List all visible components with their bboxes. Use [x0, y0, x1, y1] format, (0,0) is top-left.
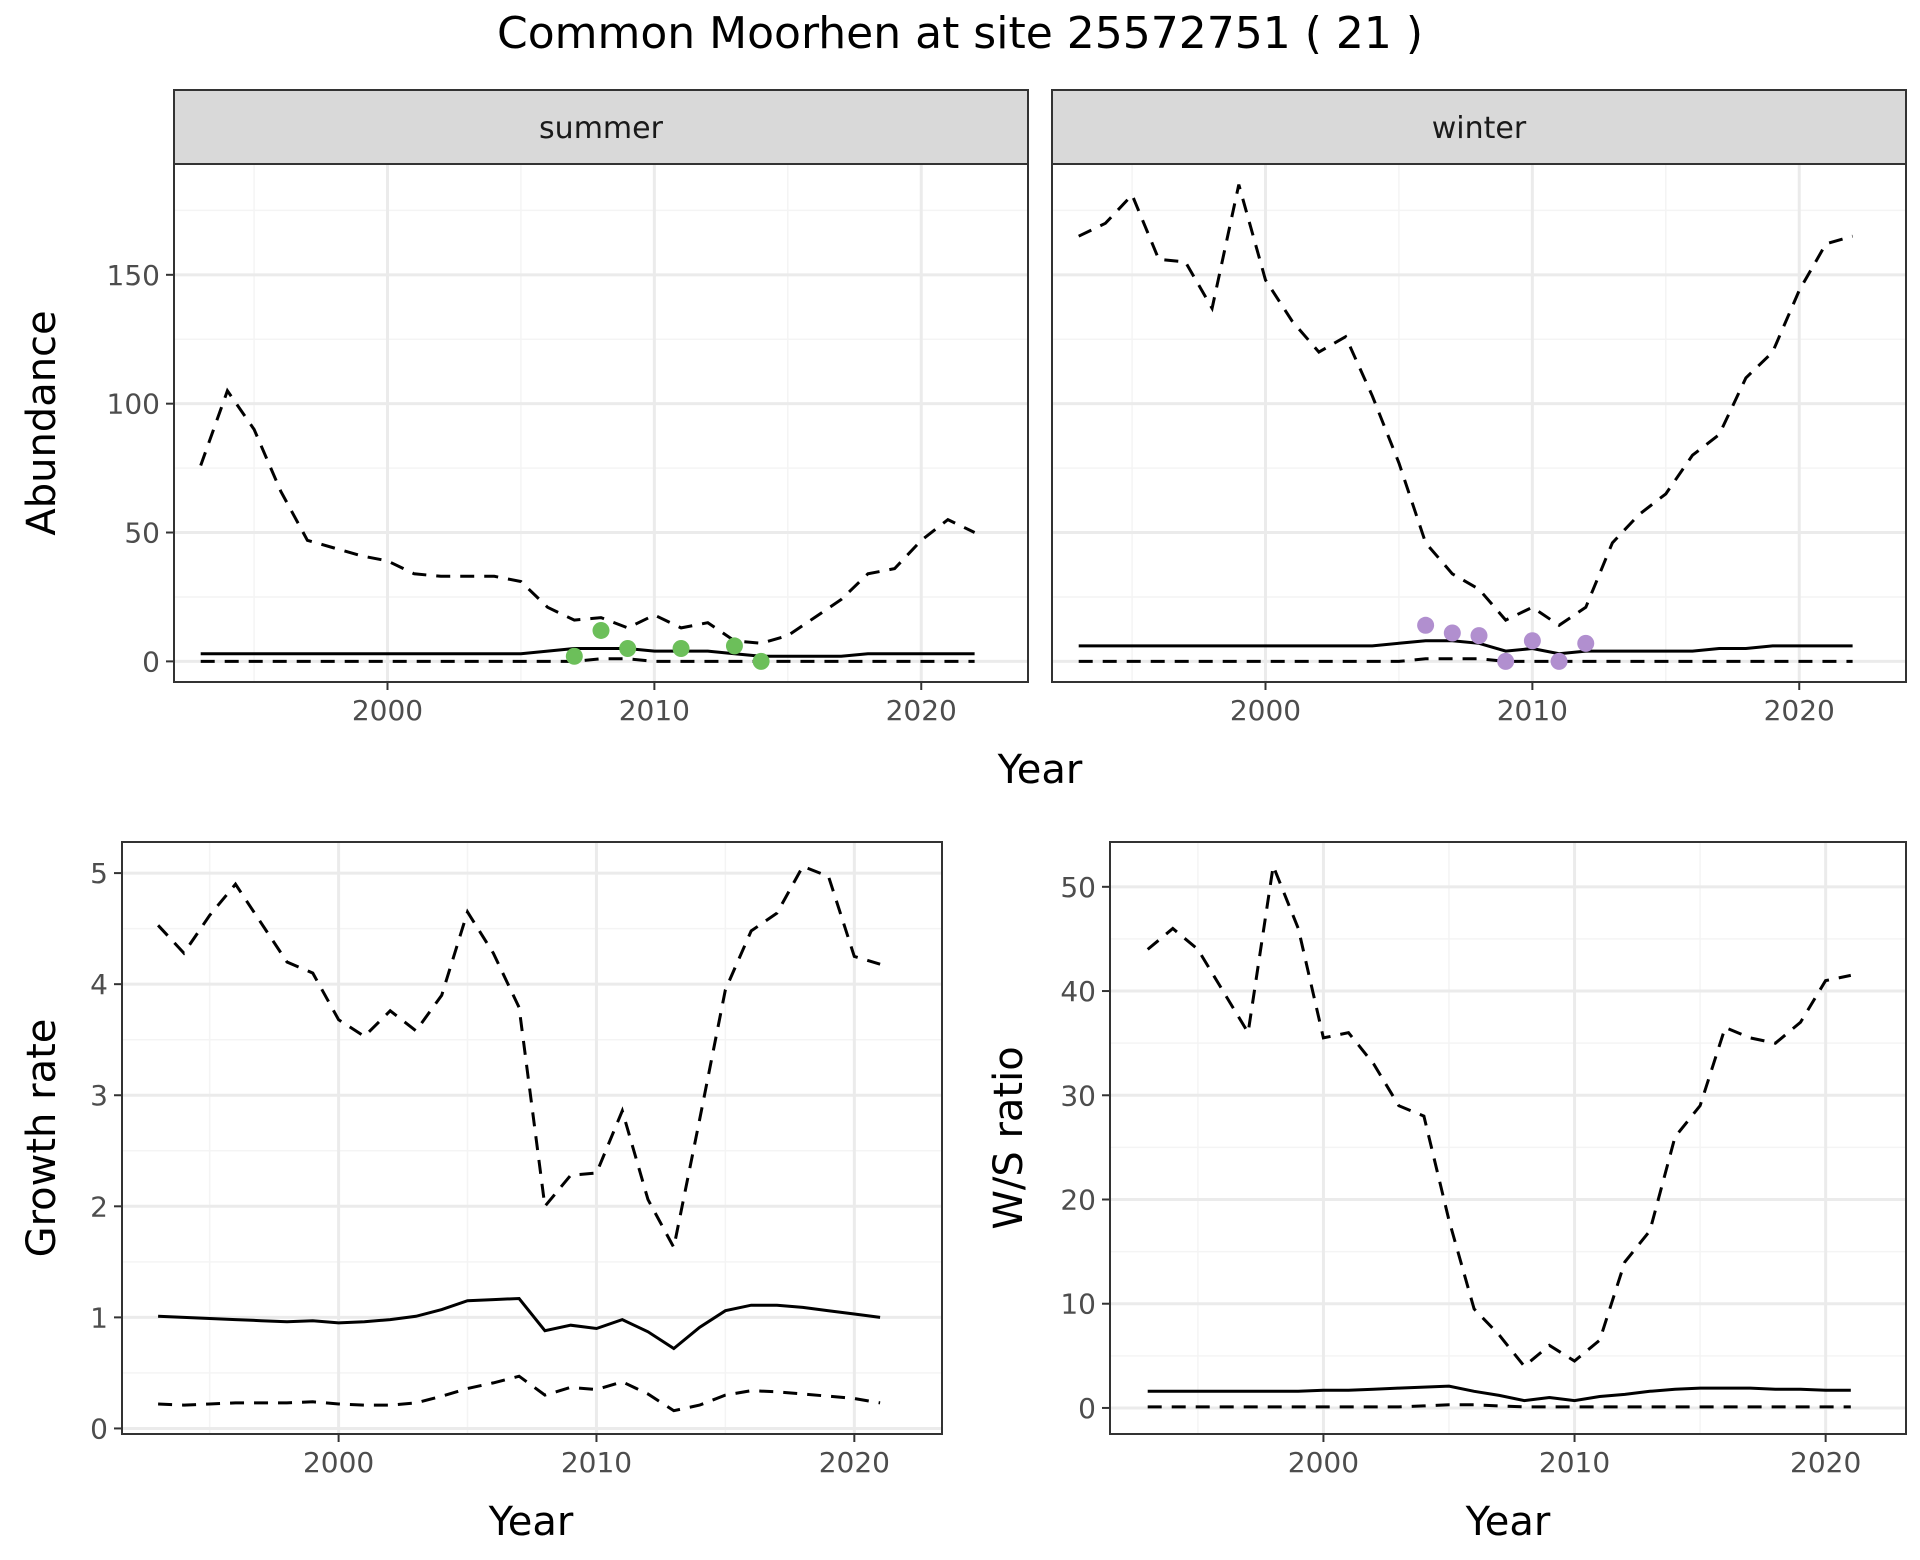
strip-label-winter: winter: [1432, 111, 1527, 146]
facet-strip-winter: winter: [1051, 89, 1907, 165]
y-tick-label: 4: [90, 968, 108, 1001]
x-tick-label: 2020: [1764, 694, 1835, 727]
x-tick-label: 2020: [819, 1446, 890, 1479]
series-line-lower: [1078, 657, 1853, 663]
observation-point: [752, 652, 770, 670]
x-tick-label: 2010: [561, 1446, 632, 1479]
series-line-estimate: [158, 1296, 881, 1351]
abundance-winter: 2000 2010 2020: [1051, 163, 1907, 727]
series-line-estimate: [1078, 639, 1853, 656]
series-group: [1146, 860, 1852, 1409]
y-tick-label: 1: [90, 1301, 108, 1334]
series-line-upper: [1078, 184, 1854, 628]
observation-point: [592, 621, 610, 639]
observation-point: [1417, 616, 1435, 634]
y-tick-label: 100: [107, 388, 160, 421]
series-line-upper: [157, 864, 881, 1252]
series-line-upper: [199, 387, 976, 645]
x-tick-label: 2000: [352, 694, 423, 727]
x-axis-title-abundance: Year: [997, 747, 1083, 793]
y-tick-label: 2: [90, 1190, 108, 1223]
facet-strip-summer: summer: [173, 89, 1029, 165]
strip-background: [173, 89, 1029, 165]
strip-label-summer: summer: [539, 111, 664, 146]
x-tick-label: 2010: [1539, 1446, 1610, 1479]
y-tick-label: 0: [90, 1412, 108, 1445]
series-line-upper: [1146, 860, 1852, 1369]
x-tick-label: 2000: [1288, 1446, 1359, 1479]
panel-border: [121, 841, 943, 1435]
series-group: [1078, 184, 1854, 670]
y-tick-label: 3: [90, 1079, 108, 1112]
x-axis-title-ratio: Year: [1465, 1499, 1551, 1545]
observation-point: [565, 647, 583, 665]
observation-point: [1577, 634, 1595, 652]
ws-ratio-panel: 2000 2010 2020 0 10 20 30 40 50: [1060, 841, 1907, 1479]
observation-point: [1523, 632, 1541, 650]
y-tick-label: 0: [142, 645, 160, 678]
observation-point: [725, 637, 743, 655]
series-group: [157, 864, 881, 1413]
y-tick-label: 50: [124, 517, 160, 550]
y-tick-label: 50: [1060, 871, 1096, 904]
observation-point: [1497, 652, 1515, 670]
series-group: [199, 387, 976, 670]
panel-border: [1051, 163, 1907, 683]
y-axis-title-growth: Growth rate: [19, 1019, 65, 1258]
series-line-lower: [200, 657, 975, 663]
y-axis-title-abundance: Abundance: [19, 310, 65, 535]
series-line-lower: [1147, 1403, 1851, 1409]
y-tick-label: 40: [1060, 975, 1096, 1008]
growth-rate-panel: 2000 2010 2020 0 1 2 3 4 5: [90, 841, 943, 1479]
y-tick-label: 5: [90, 857, 108, 890]
panel-border: [173, 163, 1029, 683]
y-tick-label: 0: [1078, 1392, 1096, 1425]
series-line-estimate: [200, 647, 975, 658]
observation-point: [1550, 652, 1568, 670]
figure-title: Common Moorhen at site 25572751 ( 21 ): [497, 8, 1423, 59]
y-tick-label: 10: [1060, 1288, 1096, 1321]
x-tick-label: 2000: [303, 1446, 374, 1479]
y-tick-label: 30: [1060, 1079, 1096, 1112]
x-axis-title-growth: Year: [488, 1499, 574, 1545]
x-tick-label: 2010: [1497, 694, 1568, 727]
series-line-lower: [158, 1374, 881, 1413]
observation-point: [1470, 627, 1488, 645]
y-axis-title-ratio: W/S ratio: [986, 1046, 1032, 1229]
series-line-estimate: [1147, 1384, 1851, 1403]
observation-point: [619, 639, 637, 657]
observation-point: [1443, 624, 1461, 642]
abundance-summer: 2000 2010 2020 0 50 100 150: [107, 163, 1029, 727]
x-tick-label: 2020: [1790, 1446, 1861, 1479]
x-tick-label: 2000: [1230, 694, 1301, 727]
x-tick-label: 2010: [619, 694, 690, 727]
panel-border: [1109, 841, 1907, 1435]
observation-point: [672, 639, 690, 657]
y-tick-label: 20: [1060, 1183, 1096, 1216]
x-tick-label: 2020: [886, 694, 957, 727]
y-tick-label: 150: [107, 259, 160, 292]
